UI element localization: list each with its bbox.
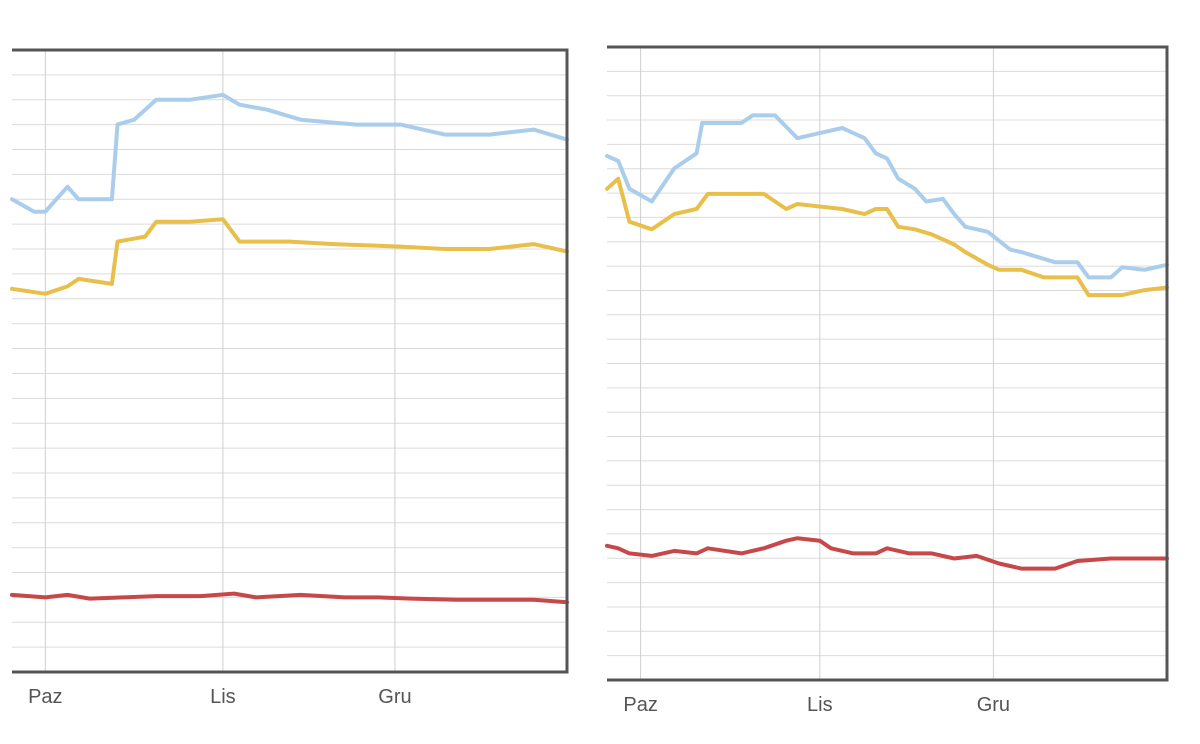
series-line-1 — [10, 217, 569, 296]
horizontal-gridlines — [12, 74, 567, 648]
x-tick-label: Lis — [210, 686, 236, 708]
chart-left: Paz Lis Gru — [10, 48, 569, 708]
series-line-2 — [10, 591, 569, 605]
x-tick-label: Gru — [977, 694, 1010, 716]
series-line-1 — [605, 176, 1169, 298]
plot-frame — [607, 45, 1169, 682]
series-line-0 — [10, 92, 569, 214]
x-tick-label: Gru — [378, 686, 411, 708]
plot-frame — [12, 48, 569, 674]
series-line-2 — [605, 536, 1169, 571]
x-tick-label: Paz — [28, 686, 62, 708]
x-tick-label: Lis — [807, 694, 833, 716]
horizontal-gridlines — [607, 70, 1167, 657]
chart-right: Paz Lis Gru — [605, 45, 1169, 716]
x-tick-label: Paz — [623, 694, 657, 716]
series-line-0 — [605, 113, 1169, 280]
